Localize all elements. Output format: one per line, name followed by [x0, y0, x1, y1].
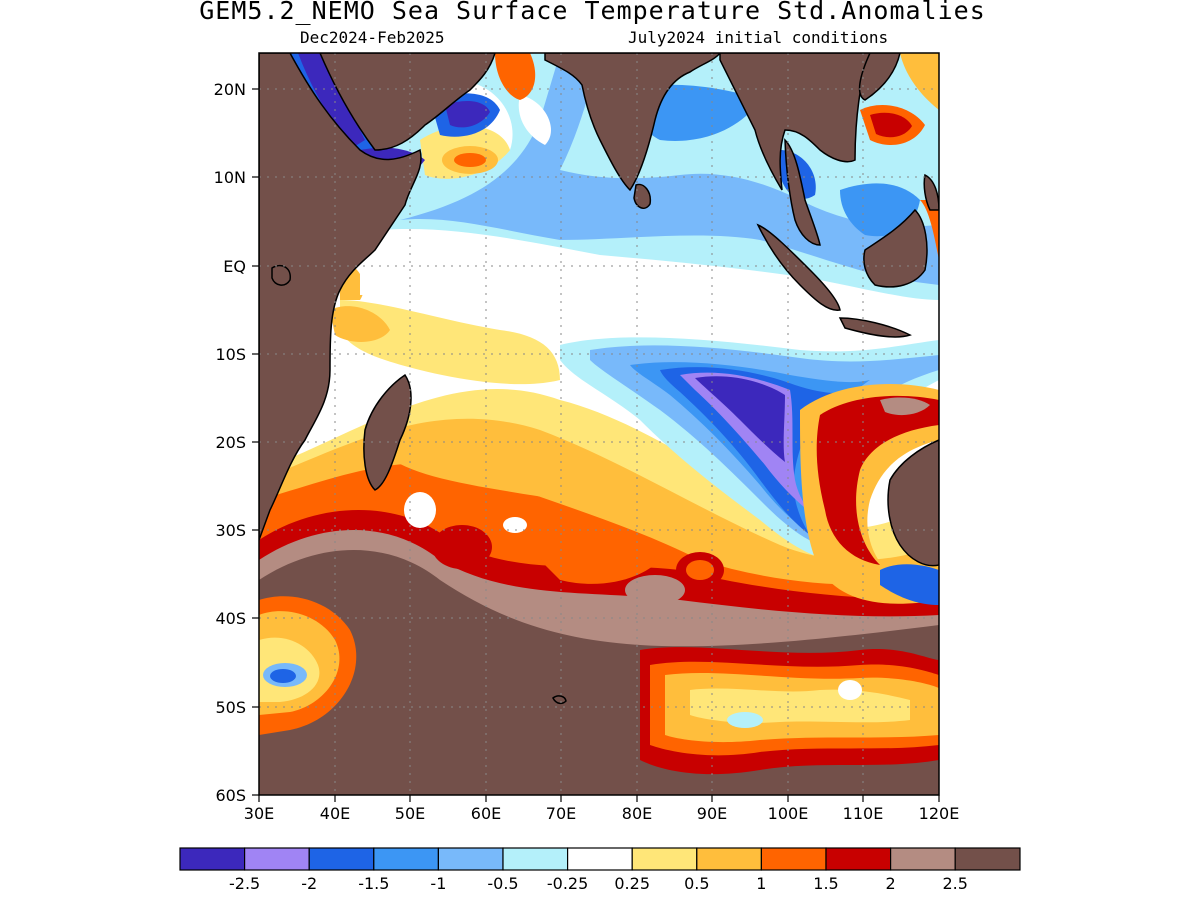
colorbar-label: -1.5	[358, 874, 389, 893]
lat-labels: 20N 10N EQ 10S 20S 30S 40S 50S 60S	[214, 80, 246, 805]
anomaly-field	[259, 53, 939, 795]
lon-label: 80E	[622, 804, 652, 823]
colorbar-swatch	[760, 847, 827, 871]
lon-label: 50E	[395, 804, 425, 823]
lon-label: 120E	[919, 804, 960, 823]
colorbar-label: 2	[886, 874, 896, 893]
colorbar: -2.5 -2 -1.5 -1 -0.5 -0.25 0.25 0.5 1 1.…	[179, 847, 1021, 893]
colorbar-swatch	[696, 847, 762, 871]
colorbar-swatch	[502, 847, 569, 871]
colorbar-label: 2.5	[942, 874, 967, 893]
colorbar-label: -0.25	[547, 874, 588, 893]
lon-label: 90E	[697, 804, 727, 823]
colorbar-swatch	[825, 847, 892, 871]
colorbar-swatch	[889, 847, 956, 871]
graticule	[259, 53, 939, 795]
lon-label: 30E	[244, 804, 274, 823]
lat-label: 30S	[215, 521, 246, 540]
colorbar-swatch	[437, 847, 504, 871]
lon-label: 60E	[471, 804, 501, 823]
lat-label: 20S	[215, 433, 246, 452]
colorbar-label: 1	[756, 874, 766, 893]
colorbar-label: -2.5	[229, 874, 260, 893]
colorbar-label: 0.25	[614, 874, 650, 893]
lon-label: 100E	[768, 804, 809, 823]
lat-label: 20N	[214, 80, 246, 99]
colorbar-label: 0.5	[684, 874, 709, 893]
lat-ticks	[252, 88, 259, 796]
colorbar-label: -0.5	[487, 874, 518, 893]
initial-conditions: July2024 initial conditions	[628, 28, 889, 47]
forecast-period: Dec2024-Feb2025	[300, 28, 445, 47]
colorbar-swatch	[308, 847, 375, 871]
lat-label: 40S	[215, 609, 246, 628]
lat-label: 10S	[215, 345, 246, 364]
lat-label: 10N	[214, 168, 246, 187]
lon-label: 70E	[546, 804, 576, 823]
colorbar-label: 1.5	[813, 874, 838, 893]
colorbar-swatch	[244, 847, 310, 871]
colorbar-swatch	[954, 847, 1021, 871]
colorbar-swatch	[631, 847, 698, 871]
lon-label: 40E	[320, 804, 350, 823]
colorbar-swatch	[373, 847, 439, 871]
lon-label: 110E	[843, 804, 884, 823]
map-title: GEM5.2_NEMO Sea Surface Temperature Std.…	[199, 0, 986, 25]
lon-ticks	[258, 795, 940, 802]
land-masses	[259, 53, 939, 705]
lat-label: 60S	[215, 786, 246, 805]
lat-label: 50S	[215, 698, 246, 717]
colorbar-label: -1	[430, 874, 446, 893]
colorbar-swatch	[566, 847, 633, 871]
map-frame	[258, 52, 940, 796]
lon-labels: 30E 40E 50E 60E 70E 80E 90E 100E 110E 12…	[244, 804, 960, 823]
lat-label: EQ	[223, 257, 246, 276]
colorbar-swatch	[179, 847, 246, 871]
colorbar-label: -2	[301, 874, 317, 893]
